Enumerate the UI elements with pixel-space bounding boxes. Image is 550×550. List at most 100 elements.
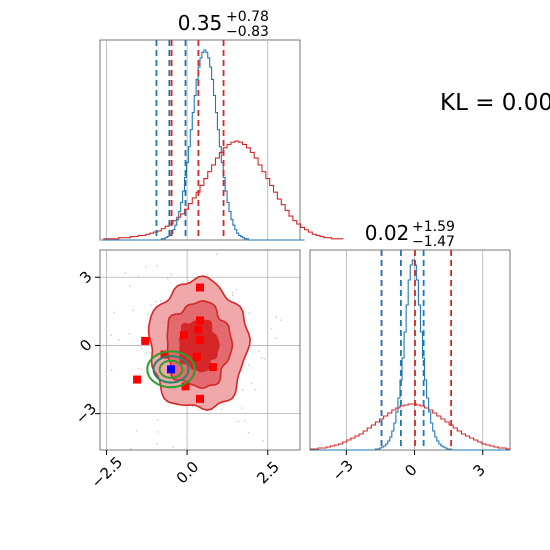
bottom-right-histogram-panel: −3 0 3 xyxy=(309,249,511,485)
joint-red-marker-1 xyxy=(141,336,150,345)
param2-title-minus: −1.47 xyxy=(412,234,455,250)
joint-sample-dot xyxy=(248,364,250,367)
joint-sample-dot xyxy=(156,442,159,445)
panel3-series-prior-step xyxy=(310,259,511,451)
joint-sample-dot xyxy=(274,337,277,340)
joint-red-marker-11 xyxy=(196,394,204,403)
joint-red-marker-4 xyxy=(194,325,203,334)
joint-red-marker-9 xyxy=(133,375,142,384)
joint-sample-dot xyxy=(270,327,273,330)
joint-sample-dot xyxy=(248,312,251,314)
joint-red-marker-8 xyxy=(208,363,217,372)
joint-sample-dot xyxy=(150,304,152,307)
joint-sample-dot xyxy=(247,431,250,434)
joint-ytick-label-1: 0 xyxy=(76,336,95,355)
joint-sample-dot xyxy=(124,272,127,274)
joint-sample-dot xyxy=(128,333,131,335)
joint-sample-dot xyxy=(231,291,234,294)
joint-sample-dot xyxy=(231,294,234,297)
joint-sample-dot xyxy=(117,338,120,341)
joint-xtick-label-2: 2.5 xyxy=(253,458,283,488)
joint-sample-dot xyxy=(244,420,246,422)
joint-sample-dot xyxy=(254,388,257,391)
joint-sample-dot xyxy=(241,389,244,391)
panel1-frame xyxy=(99,39,301,241)
joint-prior-ellipse-2 xyxy=(146,350,196,389)
joint-xtick-label-0: −2.5 xyxy=(88,453,126,491)
joint-sample-dot xyxy=(197,408,199,411)
top-left-histogram-panel xyxy=(99,39,344,241)
panel3-xtick-label-1: 0 xyxy=(401,461,420,480)
joint-sample-dot xyxy=(241,407,243,409)
joint-sample-dot xyxy=(156,431,159,433)
joint-sample-dot xyxy=(132,309,135,312)
panel1-series-posterior-step xyxy=(103,140,344,240)
joint-red-marker-6 xyxy=(160,350,169,359)
joint-sample-dot xyxy=(130,448,132,450)
panel3-xtick-label-0: −3 xyxy=(329,456,357,484)
joint-sample-dot xyxy=(235,288,238,291)
joint-red-marker-10 xyxy=(181,382,190,391)
joint-sample-dot xyxy=(155,300,157,303)
joint-sample-dot xyxy=(159,300,162,302)
joint-sample-dot xyxy=(145,352,148,354)
joint-red-marker-5 xyxy=(196,335,204,344)
joint-sample-dot xyxy=(147,313,150,316)
kl-label: KL = 0.00 xyxy=(440,90,550,116)
joint-sample-dot xyxy=(216,281,219,284)
joint-ytick-label-2: −3 xyxy=(72,399,100,427)
panel3-series-posterior-step xyxy=(310,403,511,450)
param2-title-plus: +1.59 xyxy=(412,219,455,235)
joint-sample-dot xyxy=(136,430,138,432)
joint-frame xyxy=(99,249,301,451)
panel3-xtick-label-2: 3 xyxy=(469,461,488,480)
joint-sample-dot xyxy=(275,316,278,318)
joint-sample-dot xyxy=(140,368,143,371)
joint-sample-dot xyxy=(110,369,113,372)
joint-red-marker-0 xyxy=(196,283,204,292)
joint-prior-ellipse-1 xyxy=(152,355,190,384)
joint-sample-dot xyxy=(156,419,159,422)
joint-red-marker-2 xyxy=(179,331,188,340)
joint-sample-dot xyxy=(220,408,223,411)
joint-red-marker-3 xyxy=(196,316,204,325)
joint-contour-panel: −2.5 0.0 2.5 3 0 −3 xyxy=(72,249,301,492)
param2-title-value: 0.02 xyxy=(365,221,410,245)
joint-sample-dot xyxy=(237,420,240,423)
joint-sample-dot xyxy=(216,253,218,256)
joint-sample-dot xyxy=(140,347,143,350)
joint-sample-dot xyxy=(165,400,167,403)
param1-title-value: 0.35 xyxy=(178,11,223,35)
joint-sample-dot xyxy=(129,285,131,288)
joint-sample-dot xyxy=(185,438,188,441)
joint-sample-dot xyxy=(261,357,263,359)
joint-sample-dot xyxy=(223,403,225,405)
joint-xtick-label-1: 0.0 xyxy=(173,458,203,488)
joint-sample-dot xyxy=(250,382,253,385)
joint-sample-dot xyxy=(166,277,169,280)
param1-title-plus: +0.78 xyxy=(226,9,269,25)
panel1-series-prior-step xyxy=(103,49,305,241)
joint-red-marker-7 xyxy=(192,352,201,361)
joint-sample-dot xyxy=(137,367,140,370)
joint-sample-dot xyxy=(280,319,282,322)
joint-sample-dot xyxy=(172,446,174,449)
joint-sample-dot xyxy=(191,405,194,408)
panel3-frame xyxy=(309,249,511,451)
param1-title-minus: −0.83 xyxy=(226,24,269,40)
joint-ytick-label-0: 3 xyxy=(76,268,95,287)
joint-sample-dot xyxy=(258,350,260,352)
joint-sample-dot xyxy=(149,351,151,354)
joint-sample-dot xyxy=(170,273,172,276)
joint-prior-ellipse-0 xyxy=(158,359,184,379)
joint-sample-dot xyxy=(262,439,264,442)
joint-sample-dot xyxy=(113,311,115,314)
joint-sample-dot xyxy=(144,266,147,268)
joint-sample-dot xyxy=(263,358,266,360)
joint-true-point-marker xyxy=(166,365,175,374)
joint-sample-dot xyxy=(137,275,140,278)
joint-sample-dot xyxy=(156,265,159,267)
param1-title: 0.35 xyxy=(178,11,223,35)
joint-sample-dot xyxy=(110,334,112,336)
